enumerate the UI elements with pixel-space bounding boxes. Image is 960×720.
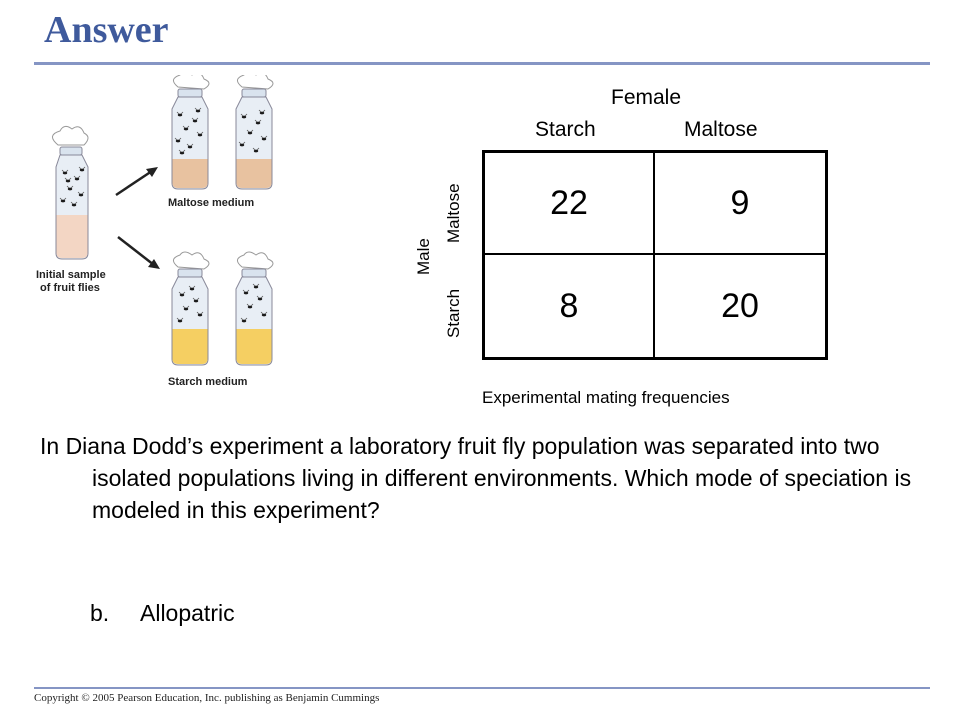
row-header-starch: Starch (444, 288, 463, 338)
column-group-label: Female (611, 86, 682, 109)
title-divider (34, 62, 930, 65)
row-group-label: Male (414, 238, 433, 275)
initial-sample-label-line2: of fruit flies (40, 282, 100, 294)
question-text-block: In Diana Dodd’s experiment a laboratory … (40, 430, 920, 526)
answer-text: Allopatric (140, 600, 235, 626)
question-text: In Diana Dodd’s experiment a laboratory … (40, 433, 912, 523)
starch-bottles: Starch medium (168, 251, 274, 388)
footer-divider (34, 687, 930, 689)
row-header-maltose: Maltose (444, 183, 463, 243)
table-cell: 8 (485, 255, 655, 357)
maltose-medium-label: Maltose medium (168, 197, 254, 209)
arrows (115, 167, 160, 269)
starch-medium-label: Starch medium (168, 376, 248, 388)
table-caption: Experimental mating frequencies (482, 388, 730, 407)
column-header-starch: Starch (535, 118, 596, 141)
answer: b. Allopatric (90, 600, 235, 627)
column-header-maltose: Maltose (684, 118, 758, 141)
answer-letter: b. (90, 600, 110, 626)
slide-title: Answer (44, 9, 169, 51)
mating-frequency-table: 22 9 8 20 (482, 150, 828, 360)
copyright-notice: Copyright © 2005 Pearson Education, Inc.… (34, 692, 380, 704)
fruit-fly-experiment-figure: Initial sample of fruit flies Malt (36, 75, 274, 388)
maltose-bottles: Maltose medium (168, 75, 274, 209)
initial-sample-label: Initial sample (36, 269, 106, 281)
table-cell: 22 (485, 153, 655, 255)
initial-bottle: Initial sample of fruit flies (36, 125, 106, 294)
table-cell: 9 (655, 153, 825, 255)
table-cell: 20 (721, 286, 759, 325)
